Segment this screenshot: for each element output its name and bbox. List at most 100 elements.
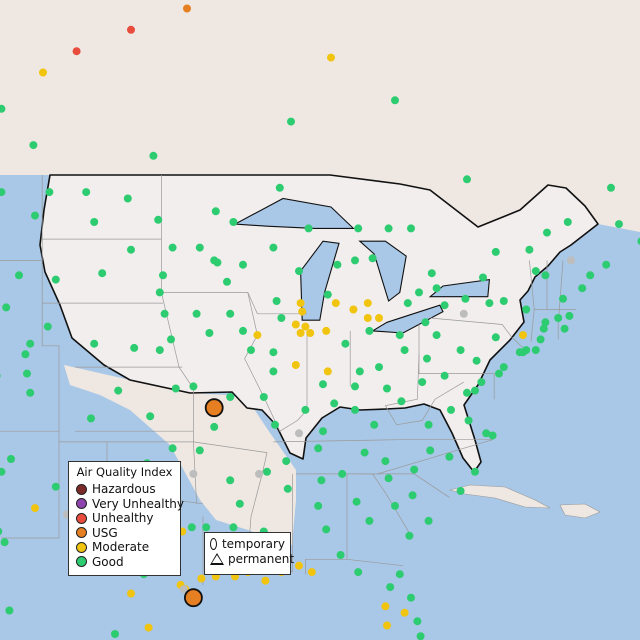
station-marker-good[interactable] xyxy=(123,194,132,203)
station-marker-good[interactable] xyxy=(522,346,531,355)
station-marker-good[interactable] xyxy=(98,269,107,278)
station-marker-good[interactable] xyxy=(31,211,39,220)
station-marker-good[interactable] xyxy=(213,258,222,267)
station-marker-good[interactable] xyxy=(525,245,534,254)
station-marker-good[interactable] xyxy=(247,346,255,355)
station-marker-good[interactable] xyxy=(146,412,155,421)
station-marker-good[interactable] xyxy=(0,467,6,476)
station-marker-good[interactable] xyxy=(482,429,491,438)
station-marker-good[interactable] xyxy=(381,457,390,466)
station-marker-good[interactable] xyxy=(336,551,345,559)
station-marker-moderate[interactable] xyxy=(400,608,409,617)
temporary-event-marker[interactable] xyxy=(204,398,224,418)
station-marker-no-data[interactable] xyxy=(567,256,575,265)
station-marker-good[interactable] xyxy=(269,348,278,357)
station-marker-good[interactable] xyxy=(277,314,286,322)
station-marker-moderate[interactable] xyxy=(323,367,332,376)
station-marker-good[interactable] xyxy=(82,188,91,197)
station-marker-good[interactable] xyxy=(127,245,135,254)
station-marker-good[interactable] xyxy=(239,326,247,335)
station-marker-no-data[interactable] xyxy=(295,429,303,438)
station-marker-good[interactable] xyxy=(479,273,487,282)
station-marker-moderate[interactable] xyxy=(307,568,316,577)
station-marker-good[interactable] xyxy=(456,346,465,355)
station-marker-good[interactable] xyxy=(29,141,38,150)
station-marker-good[interactable] xyxy=(384,474,393,483)
station-marker-good[interactable] xyxy=(351,382,359,391)
station-marker-good[interactable] xyxy=(375,363,383,372)
station-marker-good[interactable] xyxy=(26,388,35,397)
station-marker-good[interactable] xyxy=(447,405,455,414)
station-marker-moderate[interactable] xyxy=(331,299,340,308)
station-marker-moderate[interactable] xyxy=(519,331,527,340)
station-marker-good[interactable] xyxy=(341,339,350,348)
station-marker-good[interactable] xyxy=(301,405,310,414)
station-marker-good[interactable] xyxy=(189,382,198,391)
station-marker-good[interactable] xyxy=(51,275,60,284)
station-marker-good[interactable] xyxy=(472,356,481,365)
station-marker-good[interactable] xyxy=(352,497,361,506)
station-marker-usg[interactable] xyxy=(183,4,191,13)
station-marker-good[interactable] xyxy=(0,104,6,113)
station-marker-good[interactable] xyxy=(456,487,465,495)
station-marker-moderate[interactable] xyxy=(363,314,372,322)
station-marker-good[interactable] xyxy=(235,499,244,508)
station-marker-moderate[interactable] xyxy=(144,623,153,632)
station-marker-good[interactable] xyxy=(168,243,177,252)
station-marker-good[interactable] xyxy=(114,386,123,395)
station-marker-unhealthy[interactable] xyxy=(72,47,81,56)
station-marker-good[interactable] xyxy=(272,297,281,305)
station-marker-good[interactable] xyxy=(491,247,500,256)
station-marker-good[interactable] xyxy=(7,455,15,463)
station-marker-moderate[interactable] xyxy=(381,602,390,611)
station-marker-good[interactable] xyxy=(2,303,11,312)
station-marker-good[interactable] xyxy=(471,386,479,395)
station-marker-good[interactable] xyxy=(259,393,268,401)
station-marker-good[interactable] xyxy=(563,218,572,226)
station-marker-good[interactable] xyxy=(586,271,595,280)
station-marker-good[interactable] xyxy=(319,427,327,436)
station-marker-good[interactable] xyxy=(354,568,363,577)
station-marker-good[interactable] xyxy=(522,305,531,314)
station-marker-good[interactable] xyxy=(0,372,1,380)
station-marker-good[interactable] xyxy=(400,346,409,355)
station-marker-good[interactable] xyxy=(565,311,574,320)
station-marker-good[interactable] xyxy=(287,117,295,126)
station-marker-good[interactable] xyxy=(168,444,177,453)
station-marker-good[interactable] xyxy=(383,384,391,393)
station-marker-moderate[interactable] xyxy=(295,561,303,570)
station-marker-good[interactable] xyxy=(314,444,323,453)
station-marker-good[interactable] xyxy=(445,452,454,461)
station-marker-moderate[interactable] xyxy=(261,576,270,585)
station-marker-good[interactable] xyxy=(424,516,433,525)
station-marker-moderate[interactable] xyxy=(253,331,262,340)
station-marker-good[interactable] xyxy=(421,318,430,327)
station-marker-good[interactable] xyxy=(333,260,342,269)
station-marker-moderate[interactable] xyxy=(375,314,383,322)
station-marker-good[interactable] xyxy=(408,491,417,500)
station-marker-good[interactable] xyxy=(531,267,540,276)
station-marker-good[interactable] xyxy=(351,256,359,265)
station-marker-good[interactable] xyxy=(192,309,201,318)
station-marker-good[interactable] xyxy=(283,484,292,493)
station-marker-moderate[interactable] xyxy=(291,320,300,329)
station-marker-good[interactable] xyxy=(463,388,471,397)
station-marker-moderate[interactable] xyxy=(349,305,358,314)
station-marker-good[interactable] xyxy=(269,367,278,376)
station-marker-good[interactable] xyxy=(541,318,550,327)
station-marker-good[interactable] xyxy=(541,271,550,280)
station-marker-good[interactable] xyxy=(319,380,327,389)
station-marker-good[interactable] xyxy=(171,384,180,393)
station-marker-good[interactable] xyxy=(275,183,284,192)
station-marker-moderate[interactable] xyxy=(383,621,391,630)
station-marker-good[interactable] xyxy=(463,175,471,184)
station-marker-good[interactable] xyxy=(543,228,551,237)
station-marker-good[interactable] xyxy=(314,501,323,510)
station-marker-good[interactable] xyxy=(560,324,569,333)
station-marker-good[interactable] xyxy=(223,277,231,286)
station-marker-good[interactable] xyxy=(391,96,399,105)
station-marker-good[interactable] xyxy=(282,457,291,466)
station-marker-good[interactable] xyxy=(386,583,395,592)
station-marker-good[interactable] xyxy=(495,369,503,378)
